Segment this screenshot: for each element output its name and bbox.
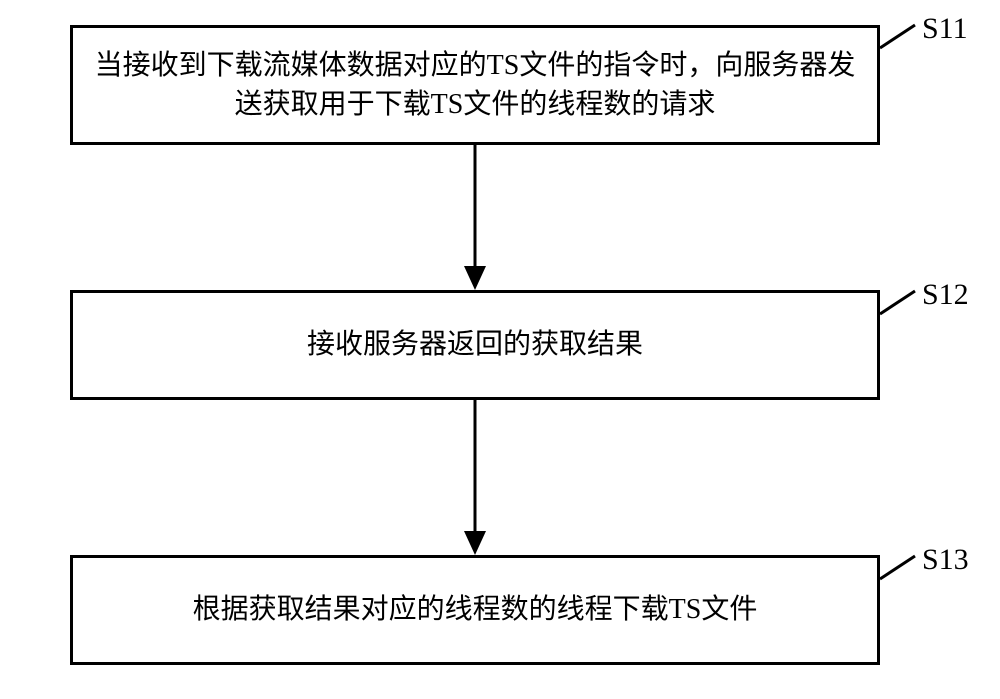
flowchart-canvas: 当接收到下载流媒体数据对应的TS文件的指令时，向服务器发送获取用于下载TS文件的… bbox=[0, 0, 1000, 699]
flow-label-s13: S13 bbox=[922, 543, 969, 577]
flow-step-s13: 根据获取结果对应的线程数的线程下载TS文件 bbox=[70, 555, 880, 665]
flow-step-s11-text: 当接收到下载流媒体数据对应的TS文件的指令时，向服务器发送获取用于下载TS文件的… bbox=[93, 46, 857, 124]
leader-line-s13 bbox=[880, 556, 919, 583]
flow-label-s12: S12 bbox=[922, 278, 969, 312]
flow-arrow-2 bbox=[460, 400, 490, 555]
leader-line-s11 bbox=[880, 25, 919, 52]
flow-step-s12-text: 接收服务器返回的获取结果 bbox=[307, 325, 643, 364]
flow-arrow-1 bbox=[460, 145, 490, 290]
leader-line-s12 bbox=[880, 291, 919, 318]
flow-label-s11: S11 bbox=[922, 12, 968, 46]
flow-step-s13-text: 根据获取结果对应的线程数的线程下载TS文件 bbox=[193, 590, 758, 629]
flow-step-s12: 接收服务器返回的获取结果 bbox=[70, 290, 880, 400]
flow-step-s11: 当接收到下载流媒体数据对应的TS文件的指令时，向服务器发送获取用于下载TS文件的… bbox=[70, 25, 880, 145]
